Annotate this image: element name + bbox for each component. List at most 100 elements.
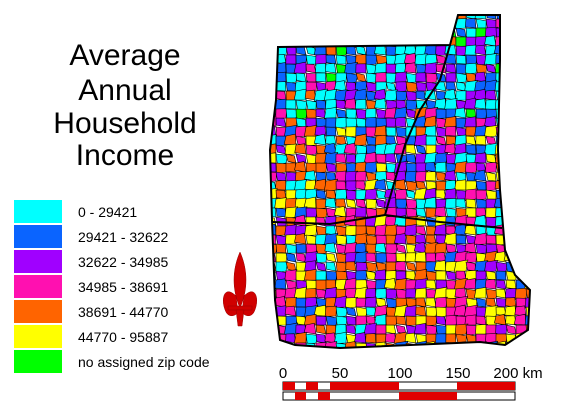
state-border (272, 213, 503, 229)
zip-area (315, 270, 327, 281)
zip-area (495, 279, 507, 290)
zip-area (315, 252, 328, 264)
zip-area (435, 333, 447, 344)
zip-area (355, 45, 367, 56)
zip-area (365, 288, 377, 299)
zip-area (473, 214, 487, 227)
zip-area (503, 88, 517, 101)
zip-area (435, 27, 447, 38)
zip-area (395, 261, 407, 272)
zip-area (354, 332, 367, 344)
zip-area (415, 306, 427, 317)
zip-area (270, 90, 277, 101)
zip-area (473, 286, 487, 299)
zip-area (315, 18, 327, 29)
zip-area (304, 35, 318, 48)
zip-area (505, 297, 517, 308)
zip-area (284, 35, 298, 48)
zip-area (503, 15, 518, 21)
zip-area (325, 252, 337, 263)
zip-area (404, 305, 417, 317)
zip-area (295, 27, 307, 38)
zip-area (525, 90, 530, 101)
zip-area (274, 341, 287, 348)
zip-area (305, 18, 319, 31)
zip-area (355, 117, 367, 128)
zip-area (270, 223, 277, 236)
zip-area (270, 322, 279, 337)
zip-area (354, 17, 368, 30)
zip-area (485, 162, 497, 173)
zip-area (415, 81, 427, 92)
zip-area (365, 36, 377, 47)
zip-area (274, 278, 287, 290)
zip-area (445, 198, 457, 209)
zip-area (505, 54, 519, 67)
zip-area (325, 324, 337, 335)
zip-area (495, 270, 507, 281)
zip-area (515, 162, 527, 173)
zip-area (315, 162, 327, 173)
legend-swatch (14, 300, 62, 323)
zip-area (335, 153, 347, 164)
zip-area (345, 18, 357, 29)
zip-area (270, 61, 277, 74)
zip-area (325, 54, 337, 65)
zip-area (414, 287, 427, 299)
zip-area (305, 99, 317, 110)
zip-area (504, 134, 519, 148)
zip-area (365, 333, 377, 344)
zip-area (435, 270, 447, 281)
zip-area (505, 18, 517, 29)
zip-area (525, 216, 530, 227)
zip-area (515, 144, 527, 155)
zip-area (375, 27, 387, 38)
zip-area (303, 268, 317, 281)
zip-area (513, 151, 528, 165)
zip-area (384, 89, 398, 102)
zip-area (414, 323, 427, 335)
zip-area (385, 342, 397, 348)
zip-area (345, 315, 357, 326)
zip-area (444, 98, 458, 111)
zip-area (515, 27, 527, 38)
zip-area (355, 63, 367, 74)
zip-area (315, 144, 327, 155)
zip-area (464, 116, 477, 128)
zip-area (335, 252, 347, 263)
zip-area (465, 36, 477, 47)
zip-area (345, 261, 357, 272)
zip-area (405, 261, 417, 272)
zip-area (505, 81, 518, 93)
zip-area (445, 15, 457, 20)
title-line: Annual (78, 74, 171, 107)
title-line: Household (53, 107, 196, 140)
scale-label: 50 (332, 365, 349, 382)
zip-area (275, 108, 287, 119)
zip-area (523, 178, 530, 191)
zip-area (464, 278, 477, 290)
zip-area (525, 234, 530, 246)
zip-area (473, 88, 487, 101)
zip-area (414, 134, 428, 147)
zip-area (435, 315, 447, 326)
zip-area (323, 106, 337, 119)
zip-area (395, 252, 407, 263)
zip-area (504, 287, 517, 299)
zip-area (305, 63, 317, 74)
zip-area (515, 63, 528, 75)
legend-label: 29421 - 32622 (78, 229, 169, 245)
zip-area (524, 62, 530, 74)
zip-area (395, 15, 407, 20)
zip-area (525, 45, 530, 56)
zip-area (364, 26, 377, 38)
zip-area (404, 62, 417, 74)
zip-area (474, 125, 487, 137)
zip-area (485, 207, 498, 219)
zip-area (285, 81, 297, 92)
zip-area (374, 62, 387, 74)
zip-area (305, 234, 317, 245)
zip-area (365, 198, 377, 209)
zip-area (315, 324, 327, 335)
